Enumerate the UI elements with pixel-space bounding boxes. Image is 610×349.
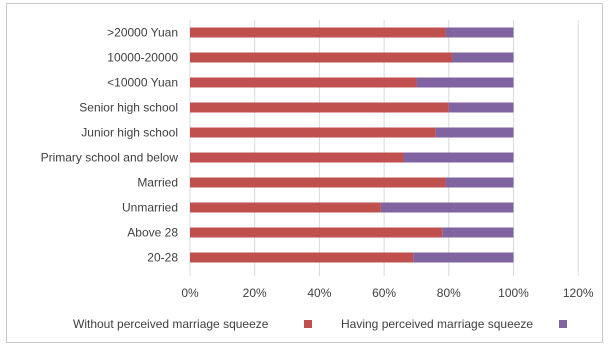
bar-without-squeeze: [190, 127, 436, 138]
category-label: >20000 Yuan: [107, 26, 178, 40]
x-tick-label: 80%: [437, 286, 461, 300]
bar-without-squeeze: [190, 227, 443, 238]
category-label: Senior high school: [79, 101, 178, 115]
x-tick-label: 0%: [181, 286, 199, 300]
bar-without-squeeze: [190, 102, 449, 113]
bar-without-squeeze: [190, 77, 417, 88]
bar-having-squeeze: [413, 252, 514, 263]
bar-having-squeeze: [403, 152, 514, 163]
bar-having-squeeze: [452, 52, 514, 63]
category-label: Junior high school: [81, 126, 178, 140]
bar-without-squeeze: [190, 52, 453, 63]
gridlines: [189, 20, 579, 276]
legend-label-without: Without perceived marriage squeeze: [73, 317, 269, 331]
category-label: 10000-20000: [107, 51, 178, 65]
bar-without-squeeze: [190, 177, 446, 188]
bar-having-squeeze: [416, 77, 514, 88]
bar-without-squeeze: [190, 202, 381, 213]
category-label: Married: [137, 176, 178, 190]
category-label: 20-28: [147, 251, 178, 265]
chart-frame: >20000 Yuan 10000-20000 <10000 Yuan Senior …: [6, 3, 603, 343]
stacked-bar-chart: >20000 Yuan 10000-20000 <10000 Yuan Senior …: [41, 20, 594, 331]
x-tick-label: 20%: [243, 286, 267, 300]
category-labels: >20000 Yuan 10000-20000 <10000 Yuan Senior …: [41, 26, 179, 265]
category-label: Primary school and below: [41, 151, 179, 165]
x-tick-label: 60%: [372, 286, 396, 300]
x-tick-label: 100%: [498, 286, 529, 300]
x-tick-label: 120%: [563, 286, 594, 300]
category-label: Above 28: [127, 226, 178, 240]
legend-swatch-without: [304, 320, 312, 328]
bar-having-squeeze: [442, 227, 514, 238]
category-label: Unmarried: [122, 201, 178, 215]
bar-having-squeeze: [445, 27, 514, 38]
bar-without-squeeze: [190, 152, 404, 163]
bar-having-squeeze: [435, 127, 514, 138]
bars: [190, 27, 514, 263]
x-tick-labels: 0% 20% 40% 60% 80% 100% 120%: [181, 286, 594, 300]
bar-without-squeeze: [190, 27, 446, 38]
bar-having-squeeze: [445, 177, 514, 188]
bar-having-squeeze: [380, 202, 514, 213]
bar-having-squeeze: [448, 102, 514, 113]
legend: Without perceived marriage squeeze Havin…: [73, 317, 567, 331]
bar-without-squeeze: [190, 252, 414, 263]
category-label: <10000 Yuan: [107, 76, 178, 90]
x-tick-label: 40%: [307, 286, 331, 300]
legend-swatch-having: [559, 320, 567, 328]
legend-label-having: Having perceived marriage squeeze: [341, 317, 533, 331]
